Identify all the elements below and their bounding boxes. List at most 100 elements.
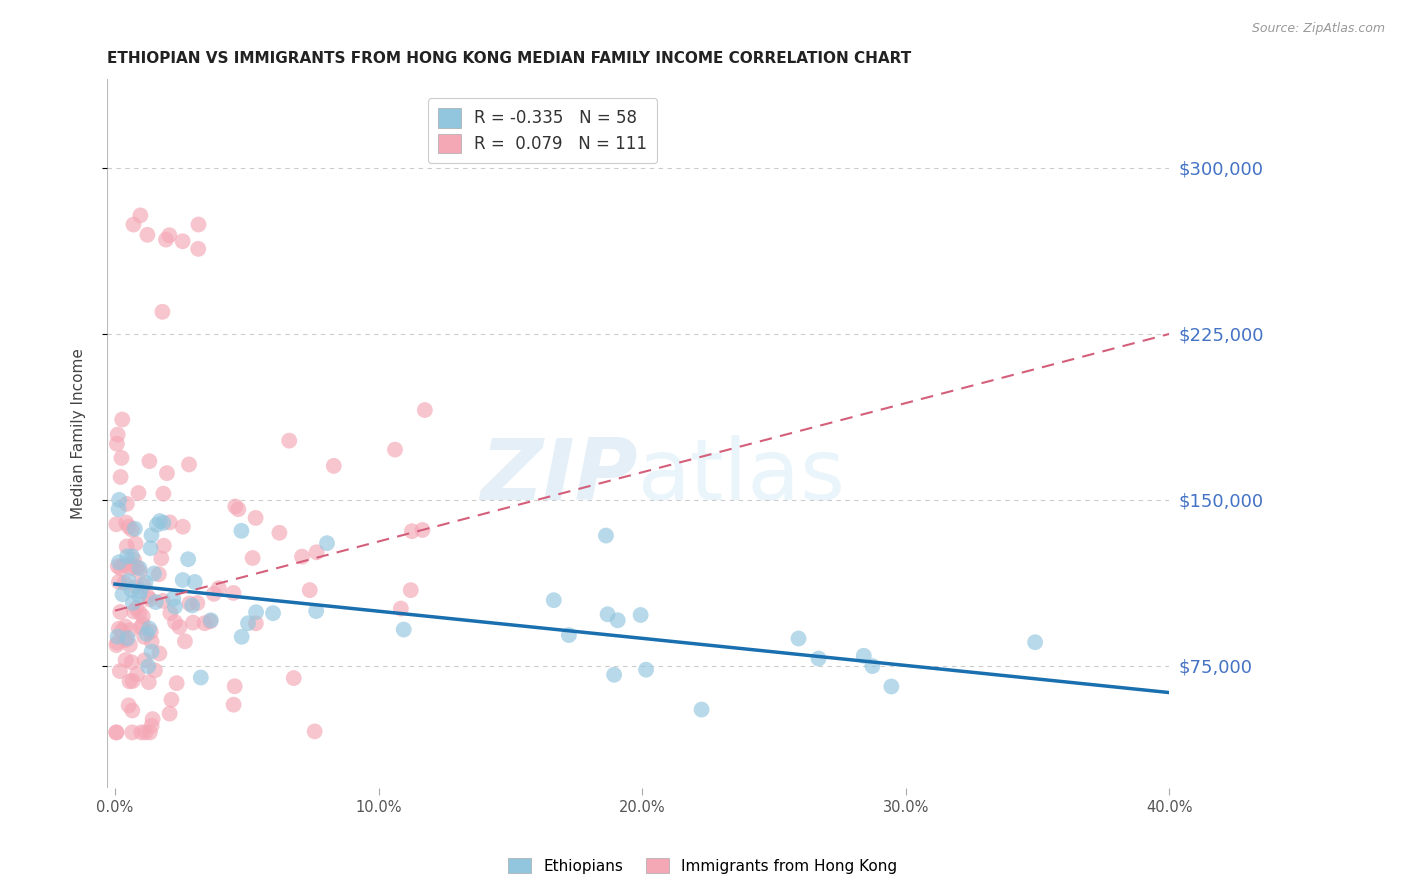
Point	[122, 605, 145, 619]
Point	[322, 458, 344, 473]
Point	[105, 437, 128, 451]
Point	[159, 706, 181, 721]
Point	[110, 450, 132, 465]
Point	[245, 605, 267, 619]
Point	[807, 651, 830, 665]
Point	[149, 514, 172, 528]
Point	[121, 673, 143, 688]
Point	[172, 234, 194, 248]
Point	[224, 500, 246, 514]
Point	[107, 630, 129, 644]
Point	[179, 597, 201, 611]
Point	[236, 616, 259, 631]
Point	[118, 638, 141, 652]
Point	[269, 525, 291, 540]
Point	[129, 620, 152, 634]
Point	[148, 567, 170, 582]
Point	[305, 604, 328, 618]
Legend: R = -0.335   N = 58, R =  0.079   N = 111: R = -0.335 N = 58, R = 0.079 N = 111	[427, 98, 658, 163]
Point	[114, 632, 136, 647]
Point	[304, 724, 326, 739]
Point	[606, 613, 628, 627]
Point	[200, 614, 222, 628]
Point	[124, 522, 146, 536]
Point	[135, 627, 157, 641]
Point	[194, 616, 217, 631]
Point	[107, 559, 129, 574]
Point	[105, 725, 128, 739]
Text: Source: ZipAtlas.com: Source: ZipAtlas.com	[1251, 22, 1385, 36]
Point	[136, 659, 159, 673]
Point	[860, 659, 883, 673]
Point	[157, 228, 180, 243]
Point	[190, 671, 212, 685]
Point	[603, 667, 626, 681]
Point	[399, 583, 422, 598]
Point	[142, 712, 165, 726]
Point	[152, 594, 174, 608]
Point	[121, 655, 143, 669]
Point	[127, 486, 149, 500]
Point	[134, 575, 156, 590]
Point	[596, 607, 619, 622]
Point	[187, 242, 209, 256]
Point	[150, 551, 173, 566]
Point	[231, 630, 253, 644]
Point	[128, 605, 150, 619]
Point	[108, 622, 131, 636]
Point	[110, 470, 132, 484]
Point	[163, 599, 186, 614]
Point	[155, 233, 177, 247]
Point	[174, 634, 197, 648]
Point	[121, 549, 143, 564]
Point	[177, 552, 200, 566]
Text: ZIP: ZIP	[481, 434, 638, 517]
Y-axis label: Median Family Income: Median Family Income	[72, 348, 86, 519]
Point	[122, 596, 145, 610]
Point	[105, 638, 128, 652]
Point	[141, 719, 163, 733]
Point	[125, 580, 148, 594]
Point	[880, 680, 903, 694]
Point	[111, 412, 134, 426]
Point	[120, 561, 142, 575]
Text: ETHIOPIAN VS IMMIGRANTS FROM HONG KONG MEDIAN FAMILY INCOME CORRELATION CHART: ETHIOPIAN VS IMMIGRANTS FROM HONG KONG M…	[107, 51, 911, 66]
Point	[141, 528, 163, 542]
Point	[129, 584, 152, 599]
Point	[172, 519, 194, 533]
Point	[152, 516, 174, 530]
Point	[298, 583, 321, 598]
Point	[401, 524, 423, 539]
Point	[110, 561, 132, 575]
Text: atlas: atlas	[638, 434, 846, 517]
Point	[181, 615, 204, 630]
Point	[169, 620, 191, 634]
Point	[156, 466, 179, 480]
Point	[139, 624, 162, 639]
Point	[132, 609, 155, 624]
Point	[117, 519, 139, 533]
Point	[112, 558, 135, 573]
Point	[117, 632, 139, 646]
Point	[159, 516, 181, 530]
Point	[543, 593, 565, 607]
Point	[139, 541, 162, 556]
Point	[118, 674, 141, 689]
Point	[389, 601, 412, 615]
Point	[222, 586, 245, 600]
Point	[136, 590, 159, 604]
Point	[138, 622, 160, 636]
Point	[139, 725, 162, 739]
Point	[181, 599, 204, 613]
Point	[120, 582, 142, 597]
Point	[690, 702, 713, 716]
Point	[115, 516, 138, 530]
Point	[226, 502, 249, 516]
Point	[115, 540, 138, 554]
Point	[224, 679, 246, 693]
Point	[118, 698, 141, 713]
Point	[110, 605, 132, 619]
Point	[132, 578, 155, 592]
Point	[630, 607, 652, 622]
Point	[122, 552, 145, 566]
